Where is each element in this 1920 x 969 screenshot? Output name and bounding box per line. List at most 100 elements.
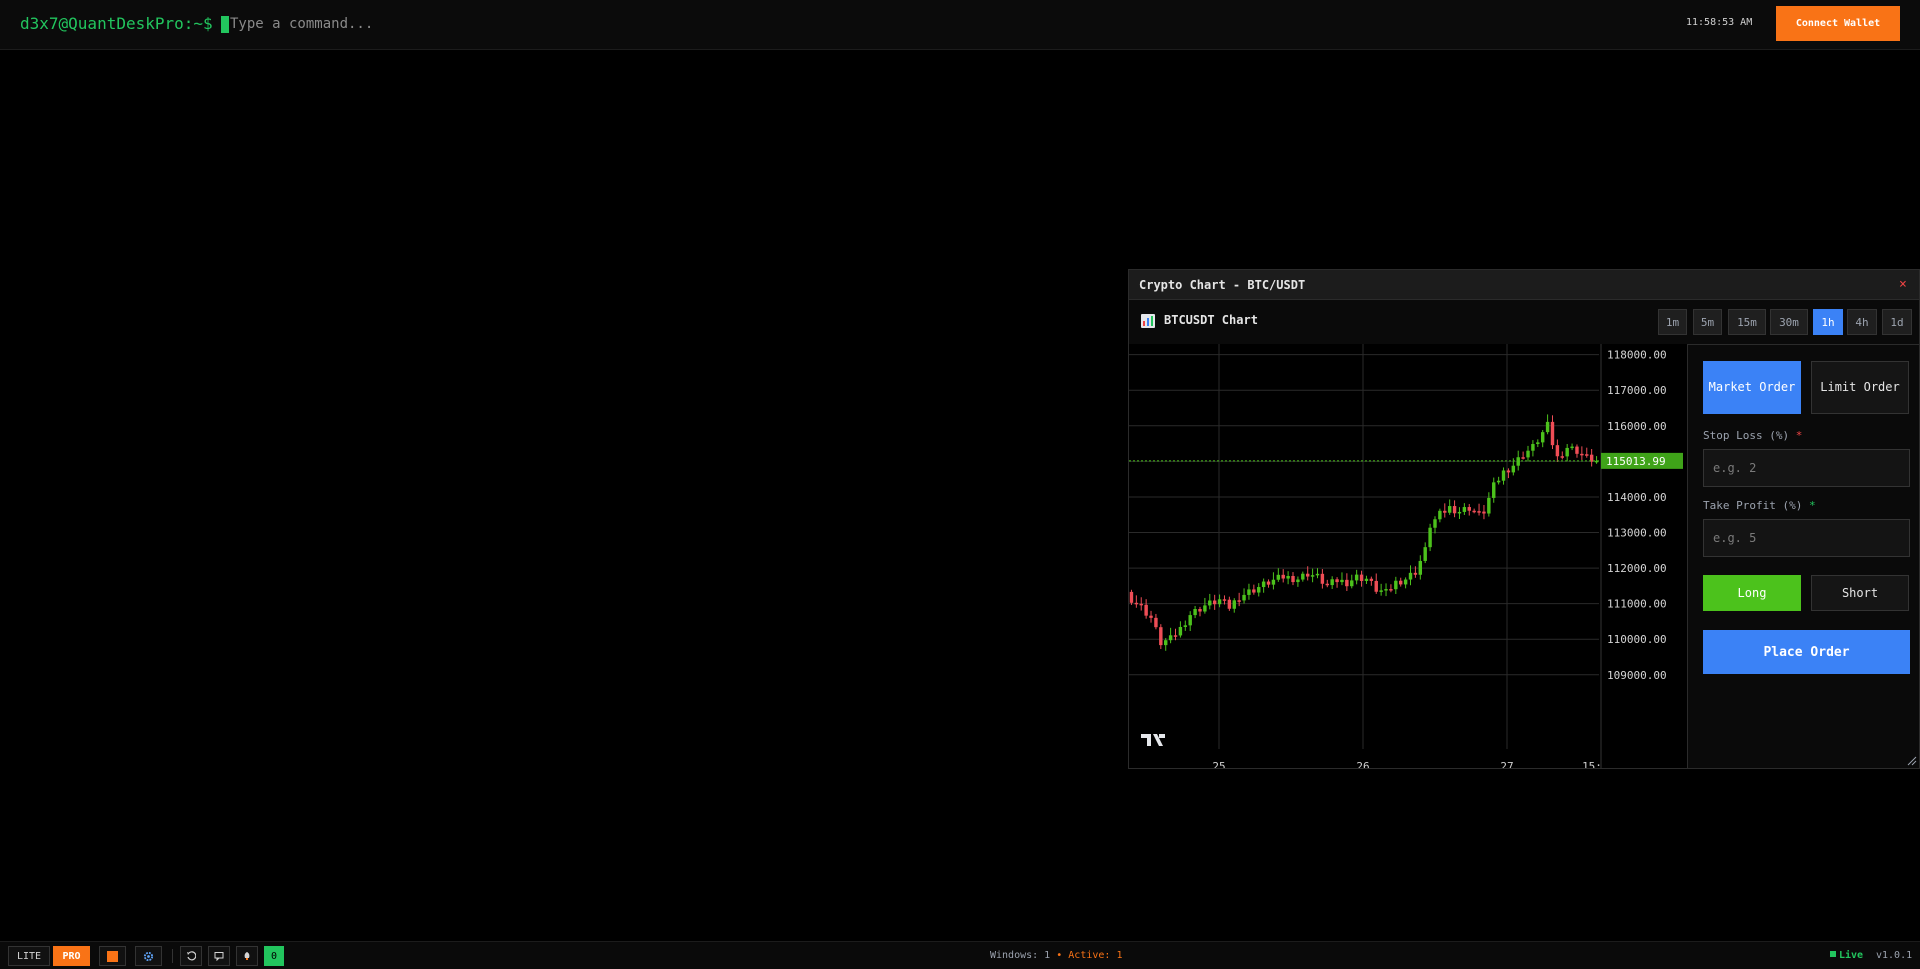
chat-button[interactable]: [208, 946, 230, 966]
candle: [1594, 460, 1599, 463]
connect-wallet-button[interactable]: Connect Wallet: [1776, 6, 1900, 41]
candle: [1257, 587, 1261, 593]
x-tick-label: 15:: [1582, 760, 1602, 769]
close-icon[interactable]: ×: [1899, 277, 1907, 292]
candle: [1496, 480, 1501, 483]
candle: [1389, 589, 1393, 591]
candle: [1438, 510, 1442, 520]
place-order-button[interactable]: Place Order: [1703, 630, 1910, 674]
timeframe-1d[interactable]: 1d: [1882, 309, 1912, 335]
windows-status: Windows: 1 • Active: 1: [990, 950, 1122, 961]
settings-button[interactable]: [135, 946, 162, 966]
lite-mode-button[interactable]: LITE: [8, 946, 50, 966]
bottom-bar: LITE PRO 0 Windows: 1 • Active: 1 Live: [0, 941, 1920, 969]
candle: [1354, 574, 1359, 581]
candle: [1310, 575, 1315, 577]
gear-icon: [143, 951, 154, 961]
candle: [1276, 574, 1281, 580]
y-tick-label: 113000.00: [1607, 527, 1667, 540]
y-tick-label: 114000.00: [1607, 491, 1667, 504]
candle: [1565, 447, 1569, 457]
rocket-icon: [244, 952, 250, 960]
terminal-prompt: d3x7@QuantDeskPro:~$: [20, 14, 213, 33]
candle: [1403, 579, 1408, 585]
stop-loss-label: Stop Loss (%) *: [1703, 429, 1802, 442]
candle: [1408, 572, 1413, 580]
candle: [1511, 465, 1516, 473]
candle: [1526, 450, 1530, 458]
candle: [1168, 635, 1173, 641]
crypto-chart-window: Crypto Chart - BTC/USDT × BTCUSDT Chart …: [1128, 269, 1920, 769]
y-tick-label: 112000.00: [1607, 562, 1667, 575]
y-tick-label: 111000.00: [1607, 598, 1667, 611]
status-dot-icon: [1830, 951, 1836, 957]
candle: [1359, 574, 1364, 581]
bot-button[interactable]: [236, 946, 258, 966]
candle: [1540, 432, 1545, 443]
candle: [1212, 600, 1217, 605]
candle: [1350, 580, 1354, 587]
price-chart[interactable]: 25 26 27 15: 118000.00 117000.00 116000.00 1140…: [1129, 344, 1689, 769]
candle: [1399, 580, 1403, 585]
candle: [1154, 617, 1158, 628]
candle: [1183, 625, 1188, 627]
current-price-badge: [1601, 452, 1683, 469]
pro-mode-button[interactable]: PRO: [53, 946, 90, 966]
candlestick-chart[interactable]: 25 26 27 15: 118000.00 117000.00 116000.00 1140…: [1129, 344, 1689, 769]
candle: [1452, 506, 1457, 514]
timeframe-30m[interactable]: 30m: [1770, 309, 1808, 335]
candle: [1134, 602, 1139, 605]
chat-icon: [214, 952, 224, 961]
notification-badge[interactable]: 0: [264, 946, 284, 966]
stop-loss-input[interactable]: [1703, 449, 1910, 487]
chart-logo: [1141, 734, 1165, 746]
candle: [1506, 470, 1511, 473]
candle: [1536, 442, 1540, 445]
undo-button[interactable]: [180, 946, 202, 966]
candle: [1560, 456, 1564, 458]
candle: [1164, 640, 1168, 646]
live-label: Live: [1839, 950, 1864, 961]
resize-handle-icon[interactable]: [1907, 756, 1917, 766]
window-titlebar[interactable]: Crypto Chart - BTC/USDT ×: [1129, 270, 1919, 300]
candle: [1521, 457, 1525, 459]
candle: [1585, 454, 1589, 456]
take-profit-input[interactable]: [1703, 519, 1910, 557]
long-button[interactable]: Long: [1703, 575, 1801, 611]
candle: [1242, 594, 1246, 601]
timeframe-1h[interactable]: 1h: [1813, 309, 1843, 335]
timeframe-15m[interactable]: 15m: [1728, 309, 1766, 335]
timeframe-1m[interactable]: 1m: [1658, 309, 1687, 335]
candle: [1447, 506, 1452, 513]
candle: [1384, 589, 1388, 591]
candle: [1457, 511, 1462, 514]
candle: [1286, 575, 1290, 579]
y-tick-label: 116000.00: [1607, 420, 1667, 433]
live-indicator: Live: [1830, 950, 1863, 961]
candle: [1237, 600, 1241, 602]
command-input[interactable]: [230, 12, 630, 36]
short-button[interactable]: Short: [1811, 575, 1909, 611]
current-price-label: 115013.99: [1606, 455, 1666, 468]
candle: [1492, 482, 1496, 498]
candle: [1227, 599, 1232, 609]
limit-order-button[interactable]: Limit Order: [1811, 361, 1909, 414]
required-mark: *: [1795, 429, 1803, 442]
candle: [1413, 572, 1418, 575]
window-title: Crypto Chart - BTC/USDT: [1139, 278, 1306, 292]
candle: [1208, 600, 1212, 606]
undo-icon: [187, 951, 196, 961]
candle: [1305, 573, 1310, 577]
candle: [1364, 578, 1369, 581]
candle: [1340, 579, 1344, 583]
take-profit-label-text: Take Profit (%): [1703, 499, 1803, 512]
theme-swatch-button[interactable]: [99, 946, 126, 966]
candle: [1315, 573, 1320, 576]
timeframe-4h[interactable]: 4h: [1847, 309, 1877, 335]
timeframe-5m[interactable]: 5m: [1693, 309, 1722, 335]
market-order-button[interactable]: Market Order: [1703, 361, 1801, 414]
windows-count: Windows: 1: [990, 950, 1051, 961]
candle: [1129, 591, 1134, 603]
required-mark: *: [1808, 499, 1816, 512]
candle: [1261, 581, 1266, 588]
